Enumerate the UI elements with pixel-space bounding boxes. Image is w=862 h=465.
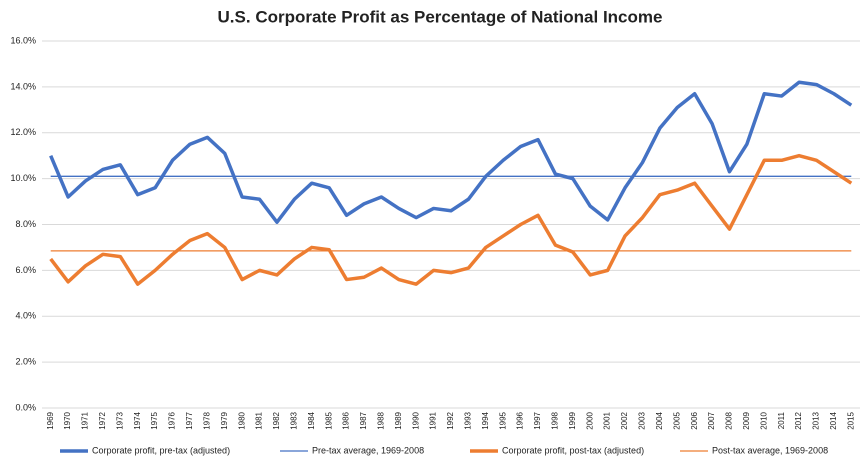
- x-tick-label: 1982: [272, 411, 281, 429]
- x-tick-label: 1997: [533, 411, 542, 429]
- y-tick-label: 4.0%: [15, 311, 36, 321]
- y-tick-label: 6.0%: [15, 265, 36, 275]
- x-tick-label: 2015: [846, 411, 855, 429]
- x-tick-label: 1992: [446, 411, 455, 429]
- x-tick-label: 1983: [289, 411, 298, 429]
- x-tick-label: 1978: [202, 411, 211, 429]
- x-tick-label: 2005: [672, 411, 681, 429]
- x-tick-label: 2012: [794, 411, 803, 429]
- y-tick-label: 12.0%: [10, 127, 36, 137]
- x-tick-label: 1987: [359, 411, 368, 429]
- x-tick-label: 1985: [324, 411, 333, 429]
- x-tick-label: 2011: [777, 411, 786, 429]
- x-tick-label: 1990: [411, 411, 420, 429]
- series-line: [49, 80, 853, 224]
- x-tick-label: 2007: [707, 411, 716, 429]
- legend-label: Corporate profit, post-tax (adjusted): [502, 445, 644, 455]
- x-tick-label: 1977: [185, 411, 194, 429]
- x-tick-label: 1998: [551, 411, 560, 429]
- x-tick-label: 2001: [603, 411, 612, 429]
- series-line: [49, 153, 853, 286]
- x-tick-label: 1999: [568, 411, 577, 429]
- y-tick-label: 0.0%: [15, 402, 36, 412]
- legend-label: Post-tax average, 1969-2008: [712, 445, 828, 455]
- x-tick-label: 2004: [655, 411, 664, 429]
- legend-label: Pre-tax average, 1969-2008: [312, 445, 424, 455]
- x-tick-label: 1994: [481, 411, 490, 429]
- y-tick-label: 16.0%: [10, 35, 36, 45]
- y-tick-label: 2.0%: [15, 357, 36, 367]
- chart-title: U.S. Corporate Profit as Percentage of N…: [218, 7, 663, 26]
- x-tick-label: 1970: [63, 411, 72, 429]
- x-tick-label: 1972: [98, 411, 107, 429]
- x-tick-label: 2008: [725, 411, 734, 429]
- x-tick-label: 1996: [516, 411, 525, 429]
- x-tick-label: 1986: [342, 411, 351, 429]
- x-tick-label: 2000: [585, 411, 594, 429]
- x-tick-label: 2014: [829, 411, 838, 429]
- x-tick-label: 1976: [168, 411, 177, 429]
- x-tick-label: 1980: [237, 411, 246, 429]
- x-tick-label: 2003: [638, 411, 647, 429]
- x-tick-label: 1975: [150, 411, 159, 429]
- x-tick-label: 1981: [255, 411, 264, 429]
- legend-label: Corporate profit, pre-tax (adjusted): [92, 445, 230, 455]
- x-tick-label: 1989: [394, 411, 403, 429]
- x-tick-label: 1991: [429, 411, 438, 429]
- x-tick-label: 1993: [464, 411, 473, 429]
- x-tick-label: 2013: [812, 411, 821, 429]
- x-tick-label: 1974: [133, 411, 142, 429]
- x-tick-label: 2010: [759, 411, 768, 429]
- y-tick-label: 8.0%: [15, 219, 36, 229]
- y-tick-label: 10.0%: [10, 173, 36, 183]
- x-tick-label: 2006: [690, 411, 699, 429]
- x-tick-label: 2002: [620, 411, 629, 429]
- x-tick-label: 1979: [220, 411, 229, 429]
- x-tick-label: 1988: [376, 411, 385, 429]
- y-tick-label: 14.0%: [10, 81, 36, 91]
- x-tick-label: 1984: [307, 411, 316, 429]
- x-tick-label: 1995: [498, 411, 507, 429]
- x-tick-label: 1969: [46, 411, 55, 429]
- x-tick-label: 1971: [81, 411, 90, 429]
- x-tick-label: 1973: [115, 411, 124, 429]
- x-tick-label: 2009: [742, 411, 751, 429]
